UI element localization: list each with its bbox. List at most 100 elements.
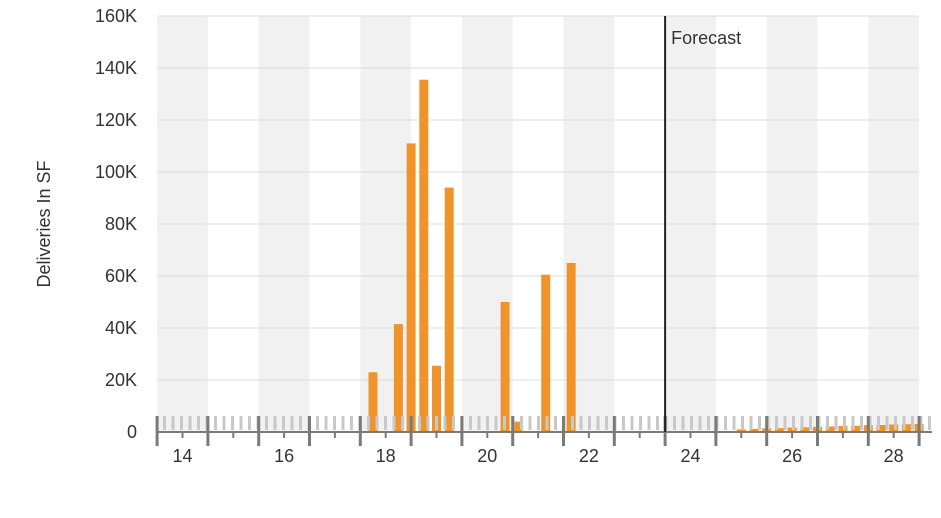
baseline-dash xyxy=(197,416,200,430)
baseline-dash xyxy=(894,416,897,430)
baseline-dash xyxy=(282,416,285,430)
x-major-tick xyxy=(612,416,616,446)
x-tick-label-6: 26 xyxy=(782,446,802,466)
x-major-tick xyxy=(765,416,769,446)
baseline-dash xyxy=(545,416,549,430)
baseline-dash xyxy=(299,416,302,430)
baseline-dash xyxy=(902,416,906,430)
x-tick-label-7: 28 xyxy=(884,446,904,466)
x-major-tick xyxy=(460,416,464,446)
baseline-dash xyxy=(588,416,591,430)
baseline-dash xyxy=(826,416,829,430)
baseline-dash xyxy=(452,416,455,430)
baseline-dash xyxy=(180,416,183,430)
x-tick-label-1: 16 xyxy=(274,446,294,466)
baseline-dash xyxy=(265,416,268,430)
baseline-dash xyxy=(605,416,608,430)
y-tick-label-2: 40K xyxy=(105,318,137,338)
baseline-dash xyxy=(843,416,846,430)
baseline-dash xyxy=(435,416,438,430)
baseline-dash xyxy=(443,416,447,430)
baseline-dash xyxy=(877,416,880,430)
baseline-dash xyxy=(486,416,489,430)
bar-11 xyxy=(749,428,759,432)
baseline-dash xyxy=(469,416,472,430)
baseline-dash xyxy=(622,416,625,430)
bar-23 xyxy=(901,424,911,432)
baseline-dash xyxy=(579,416,583,430)
baseline-dash xyxy=(732,416,736,430)
x-major-tick xyxy=(816,416,819,446)
x-major-tick xyxy=(308,416,311,446)
bar-18 xyxy=(838,426,848,432)
baseline-dash xyxy=(868,416,872,430)
baseline-dash xyxy=(537,416,540,430)
x-major-tick xyxy=(562,416,565,446)
baseline-dash xyxy=(792,416,795,430)
baseline-dash xyxy=(554,416,557,430)
baseline-dash xyxy=(384,416,387,430)
baseline-dash xyxy=(316,416,319,430)
bar-2 xyxy=(406,143,416,432)
baseline-dash xyxy=(290,416,294,430)
baseline-dash xyxy=(375,416,379,430)
x-tick-label-3: 20 xyxy=(477,446,497,466)
x-major-tick xyxy=(917,416,921,446)
y-axis-title: Deliveries In SF xyxy=(34,160,54,287)
x-major-tick xyxy=(714,416,718,446)
y-tick-label-6: 120K xyxy=(95,110,137,130)
baseline-dash xyxy=(163,416,166,430)
baseline-dash xyxy=(367,416,370,430)
baseline-dash xyxy=(809,416,812,430)
baseline-dash xyxy=(273,416,277,430)
baseline-dash xyxy=(749,416,753,430)
bar-8 xyxy=(541,274,551,432)
baseline-dash xyxy=(690,416,693,430)
baseline-dash xyxy=(222,416,226,430)
x-major-tick xyxy=(206,416,210,446)
bar-5 xyxy=(444,187,454,432)
y-tick-label-7: 140K xyxy=(95,58,137,78)
baseline-dash xyxy=(426,416,430,430)
baseline-dash xyxy=(707,416,710,430)
baseline-dash xyxy=(401,416,404,430)
bar-1 xyxy=(393,324,403,432)
baseline-dash xyxy=(392,416,396,430)
bar-6 xyxy=(500,302,510,432)
baseline-dash xyxy=(698,416,702,430)
bar-17 xyxy=(825,426,835,432)
bar-10 xyxy=(736,429,746,432)
baseline-dash xyxy=(214,416,217,430)
baseline-dash xyxy=(418,416,421,430)
bar-7 xyxy=(513,421,523,432)
baseline-dash xyxy=(350,416,353,430)
bar-22 xyxy=(889,424,899,432)
baseline-dash xyxy=(494,416,498,430)
x-axis xyxy=(155,416,932,446)
x-major-tick xyxy=(409,416,413,446)
baseline-dash xyxy=(834,416,838,430)
gridlines xyxy=(157,15,918,381)
baseline-dash xyxy=(800,416,804,430)
y-tick-label-4: 80K xyxy=(105,214,137,234)
baseline-dash xyxy=(851,416,855,430)
baseline-dash xyxy=(724,416,727,430)
baseline-dash xyxy=(673,416,676,430)
baseline-dash xyxy=(171,416,175,430)
baseline-dash xyxy=(911,416,914,430)
x-tick-label-0: 14 xyxy=(172,446,192,466)
x-major-tick xyxy=(155,416,159,446)
bar-15 xyxy=(800,427,810,432)
baseline-dash xyxy=(239,416,243,430)
x-tick-label-5: 24 xyxy=(680,446,700,466)
x-major-tick xyxy=(511,416,515,446)
bar-21 xyxy=(876,424,886,432)
x-tick-labels: 14 16 18 20 22 24 26 28 xyxy=(172,446,903,466)
y-tick-labels: 0 20K 40K 60K 80K 100K 120K 140K 160K xyxy=(95,6,137,442)
baseline-dash xyxy=(639,416,642,430)
x-tick-label-2: 18 xyxy=(376,446,396,466)
baseline-dash xyxy=(188,416,192,430)
x-major-tick xyxy=(866,416,870,446)
baseline-dash xyxy=(681,416,685,430)
baseline-dash xyxy=(231,416,234,430)
